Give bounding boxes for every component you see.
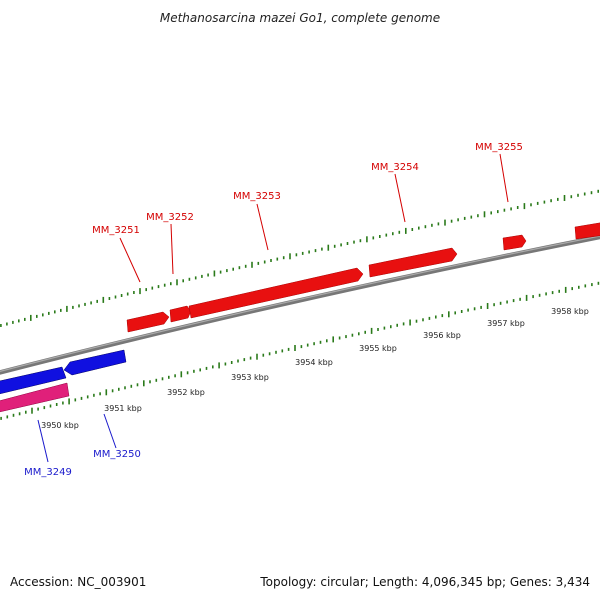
- scale-label: 3951 kbp: [104, 404, 142, 413]
- inner-tick-row: [0, 281, 600, 420]
- gene-label-mm3254[interactable]: MM_3254: [371, 162, 419, 173]
- forward-genes: [126, 222, 600, 333]
- genome-backbone: [0, 234, 600, 375]
- label-line-mm3252: [170, 223, 174, 275]
- reverse-label-lines: [37, 413, 117, 463]
- gene-label-mm3253[interactable]: MM_3253: [233, 191, 281, 202]
- forward-gene-labels: MM_3251 MM_3252 MM_3253 MM_3254 MM_3255: [92, 142, 523, 236]
- label-line-mm3254: [394, 173, 406, 223]
- gene-arrow-mm3251[interactable]: [126, 311, 170, 333]
- scale-label: 3956 kbp: [423, 331, 461, 340]
- gene-arrow-mm3254[interactable]: [368, 247, 458, 278]
- scale-label: 3953 kbp: [231, 373, 269, 382]
- gene-arrow-offscreen[interactable]: [574, 222, 600, 240]
- scale-label: 3955 kbp: [359, 344, 397, 353]
- genome-backbone-highlight: [0, 235, 600, 373]
- gene-label-mm3251[interactable]: MM_3251: [92, 225, 140, 236]
- outer-tick-row: [0, 189, 600, 327]
- label-line-mm3255: [499, 153, 509, 203]
- gene-label-mm3252[interactable]: MM_3252: [146, 212, 194, 223]
- gene-arrow-mm3252[interactable]: [169, 305, 192, 323]
- reverse-genes: [0, 349, 127, 413]
- gene-arrow-pink[interactable]: [0, 382, 70, 413]
- genome-summary-text: Topology: circular; Length: 4,096,345 bp…: [259, 575, 590, 589]
- gene-arrow-mm3250[interactable]: [63, 349, 127, 376]
- gene-arrow-mm3249[interactable]: [0, 366, 67, 395]
- gene-label-mm3249[interactable]: MM_3249: [24, 467, 72, 478]
- label-line-mm3250: [103, 413, 117, 449]
- label-line-mm3251: [119, 237, 141, 283]
- reverse-gene-labels: MM_3249 MM_3250: [24, 449, 141, 478]
- label-line-mm3249: [37, 419, 49, 463]
- gene-arrow-mm3255[interactable]: [502, 234, 527, 251]
- gene-label-mm3250[interactable]: MM_3250: [93, 449, 141, 460]
- label-line-mm3253: [256, 203, 269, 251]
- accession-text: Accession: NC_003901: [10, 575, 146, 589]
- scale-label: 3957 kbp: [487, 319, 525, 328]
- scale-label: 3950 kbp: [41, 421, 79, 430]
- scale-label: 3954 kbp: [295, 358, 333, 367]
- forward-label-lines: [119, 153, 509, 283]
- gene-label-mm3255[interactable]: MM_3255: [475, 142, 523, 153]
- scale-label: 3958 kbp: [551, 307, 589, 316]
- scale-labels: 3950 kbp 3951 kbp 3952 kbp 3953 kbp 3954…: [41, 307, 589, 430]
- map-title: Methanosarcina mazei Go1, complete genom…: [160, 11, 440, 25]
- gene-arrow-mm3253[interactable]: [188, 267, 364, 319]
- scale-label: 3952 kbp: [167, 388, 205, 397]
